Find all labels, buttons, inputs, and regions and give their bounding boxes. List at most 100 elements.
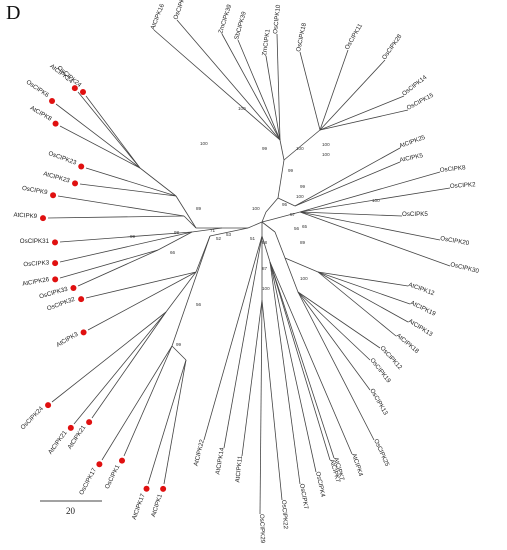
tree-branch <box>277 159 285 199</box>
leaf-label: OsCIPK6 <box>25 79 51 100</box>
leaf-branch <box>319 109 409 131</box>
leaf-branch <box>297 291 375 441</box>
leaf-label: AtCIPK16 <box>149 2 166 30</box>
leaf-marker <box>70 285 77 292</box>
bootstrap-value: 87 <box>262 266 268 271</box>
tree-branch <box>265 197 279 213</box>
leaf-marker <box>52 120 59 127</box>
leaf-branch <box>269 261 301 485</box>
leaf-label: OsCIPK11 <box>344 22 365 51</box>
leaf-branch <box>85 271 197 299</box>
scale-bar-label: 20 <box>66 506 76 516</box>
leaf-marker <box>80 329 87 336</box>
leaf-branch <box>299 211 441 241</box>
tree-branches <box>47 19 451 515</box>
leaf-label: AtCIPK21 <box>47 429 69 456</box>
leaf-label: AtCIPK9 <box>13 212 38 221</box>
leaf-branch <box>85 95 141 169</box>
leaf-label: OsCIPK15 <box>406 92 436 112</box>
leaf-label: OsCIPK23 <box>47 150 77 167</box>
leaf-marker <box>143 485 150 492</box>
leaf-label: OsCIPK14 <box>401 74 429 98</box>
tree-branch <box>139 167 177 197</box>
leaf-branch <box>299 211 451 267</box>
leaf-marker <box>71 85 78 92</box>
leaf-branch <box>101 345 173 461</box>
leaf-label: AtCIPK23 <box>42 170 71 184</box>
bootstrap-value: 100 <box>322 152 330 157</box>
bootstrap-value: 52 <box>216 236 222 241</box>
leaf-marker <box>49 97 56 104</box>
bootstrap-value: 100 <box>296 194 304 199</box>
leaf-branch <box>163 359 187 485</box>
tree-branch <box>269 211 301 221</box>
leaf-branch <box>294 161 401 207</box>
leaf-label: AtCIPK11 <box>234 455 244 483</box>
leaf-label: AtCIPK8 <box>29 105 54 123</box>
leaf-branch <box>319 95 405 131</box>
tree-branch <box>284 257 299 293</box>
leaf-label: OsCIPK7 <box>298 483 309 510</box>
bootstrap-value: 56 <box>196 302 202 307</box>
leaf-branch <box>299 211 403 217</box>
leaf-marker <box>45 402 52 409</box>
leaf-marker <box>52 239 59 246</box>
leaf-label: OsCIPK1 <box>104 463 122 490</box>
leaf-branch <box>319 59 386 131</box>
leaf-branch <box>73 311 167 425</box>
leaf-branch <box>59 231 193 243</box>
leaf-label: AtCIPK5 <box>399 152 424 164</box>
leaf-branch <box>294 147 401 207</box>
leaf-branch <box>259 299 263 515</box>
leaf-branch <box>77 249 159 287</box>
leaf-branch <box>317 271 409 287</box>
leaf-branch <box>176 19 281 141</box>
leaf-branch <box>79 183 177 197</box>
leaf-label: OsCIPK16 <box>172 0 189 21</box>
scale-bar: 20 <box>40 500 102 516</box>
tree-branch <box>157 231 193 251</box>
panel-label: D <box>6 2 21 24</box>
leaf-branch <box>51 311 167 403</box>
leaf-label: OsCIPK10 <box>272 4 282 34</box>
tree-branch <box>279 139 285 161</box>
leaf-label: OsCIPK28 <box>381 33 404 61</box>
bootstrap-value: 89 <box>196 206 202 211</box>
bootstrap-value: 57 <box>290 212 296 217</box>
leaf-label: OsCIPK2 <box>450 181 477 190</box>
leaf-branch <box>57 195 185 217</box>
bootstrap-value: 99 <box>130 234 136 239</box>
leaf-branch <box>47 215 185 219</box>
leaf-label: AtCIPK26 <box>22 276 51 288</box>
leaf-branch <box>59 249 159 279</box>
bootstrap-value: 53 <box>226 232 232 237</box>
bootstrap-value: 100 <box>372 198 380 203</box>
bootstrap-value: 71 <box>210 228 216 233</box>
leaf-label: AtCIPK17 <box>131 492 147 520</box>
leaf-branch <box>153 29 281 141</box>
leaf-label: OsCIPK20 <box>440 235 471 247</box>
tree-branch <box>171 345 187 361</box>
leaf-branch <box>91 311 167 419</box>
bootstrap-value: 89 <box>300 240 306 245</box>
tree-branch <box>165 271 197 313</box>
leaf-label: OsCIPK4 <box>314 471 326 498</box>
leaf-branch <box>299 51 321 131</box>
leaf-branch <box>299 171 441 213</box>
leaf-branch <box>297 291 381 349</box>
leaf-branch <box>317 271 411 305</box>
leaf-label: OsCIPK8 <box>439 164 466 174</box>
leaf-label: AtCIPK1 <box>150 493 164 518</box>
leaf-branch <box>203 235 263 441</box>
tree-branch <box>277 197 296 207</box>
leaf-marker <box>50 192 57 199</box>
leaf-branch <box>297 291 371 361</box>
leaf-branch <box>276 33 281 141</box>
leaf-branch <box>261 299 283 501</box>
leaf-label: SbCIPK39 <box>233 10 248 40</box>
leaf-branch <box>55 103 141 169</box>
bootstrap-value: 98 <box>174 230 180 235</box>
bootstrap-value: 100 <box>296 146 304 151</box>
leaf-label: OsCIPK13 <box>368 388 389 417</box>
